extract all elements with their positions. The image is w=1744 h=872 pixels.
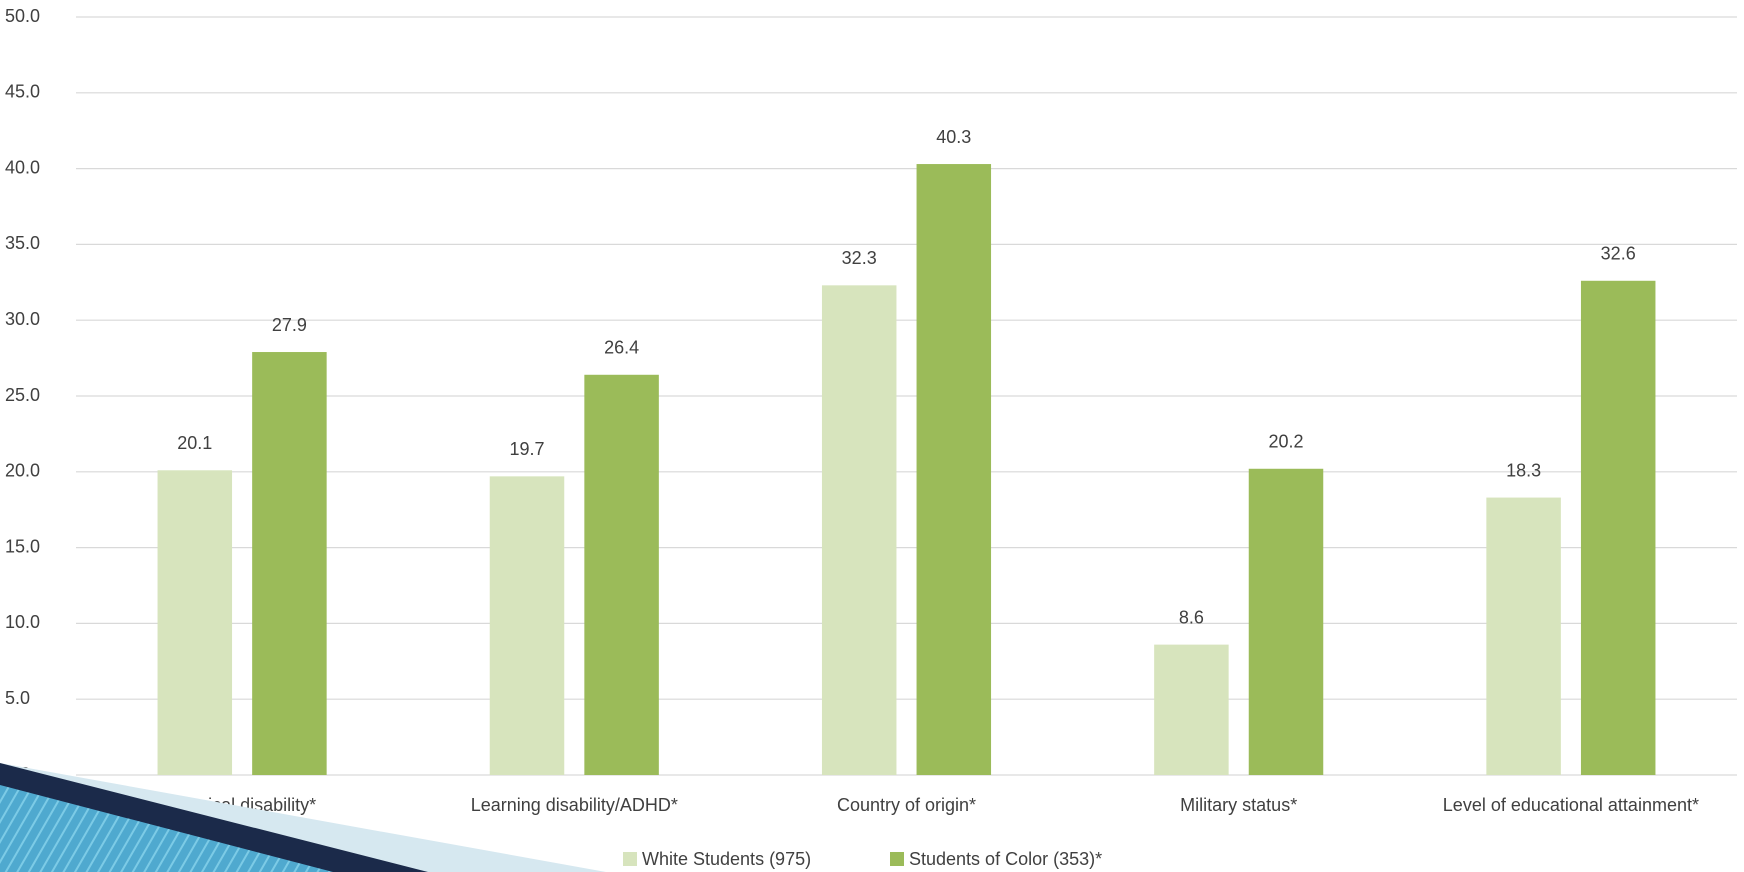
- legend-label: Students of Color (353)*: [909, 849, 1102, 869]
- value-label: 27.9: [272, 315, 307, 335]
- bar: [252, 352, 327, 775]
- value-label: 20.1: [177, 433, 212, 453]
- legend-swatch: [890, 852, 904, 866]
- bar: [821, 285, 897, 775]
- y-tick-label: 30.0: [5, 309, 40, 329]
- y-tick-label: 40.0: [5, 157, 40, 177]
- x-tick-label: Level of educational attainment*: [1443, 795, 1699, 815]
- value-label: 18.3: [1506, 460, 1541, 480]
- corner-decoration: [0, 763, 606, 872]
- y-tick-label: 50.0: [5, 6, 40, 26]
- bar: [584, 374, 659, 775]
- x-tick-label: Learning disability/ADHD*: [471, 795, 678, 815]
- bar: [916, 164, 992, 775]
- y-tick-label: 45.0: [5, 82, 40, 102]
- x-tick-label: Country of origin*: [837, 795, 976, 815]
- y-tick-label: 25.0: [5, 385, 40, 405]
- value-label: 26.4: [604, 338, 639, 358]
- value-label: 19.7: [509, 439, 544, 459]
- value-label: 32.6: [1601, 244, 1636, 264]
- value-label: 40.3: [936, 127, 971, 147]
- bar: [1248, 468, 1324, 775]
- y-tick-label: 5.0: [5, 688, 30, 708]
- y-tick-label: 20.0: [5, 461, 40, 481]
- value-label: 20.2: [1268, 432, 1303, 452]
- bar: [1486, 497, 1561, 775]
- value-label: 8.6: [1179, 607, 1204, 627]
- bar: [157, 470, 233, 775]
- x-tick-label: Military status*: [1180, 795, 1297, 815]
- value-label: 32.3: [842, 248, 877, 268]
- legend-label: White Students (975): [642, 849, 811, 869]
- y-tick-label: 15.0: [5, 536, 40, 556]
- legend-swatch: [623, 852, 637, 866]
- bar: [1580, 280, 1656, 775]
- y-tick-label: 35.0: [5, 233, 40, 253]
- bar: [1154, 644, 1229, 775]
- plot-area: 0.05.010.015.020.025.030.035.040.045.050…: [5, 6, 1737, 869]
- bar: [489, 476, 565, 775]
- y-tick-label: 10.0: [5, 612, 40, 632]
